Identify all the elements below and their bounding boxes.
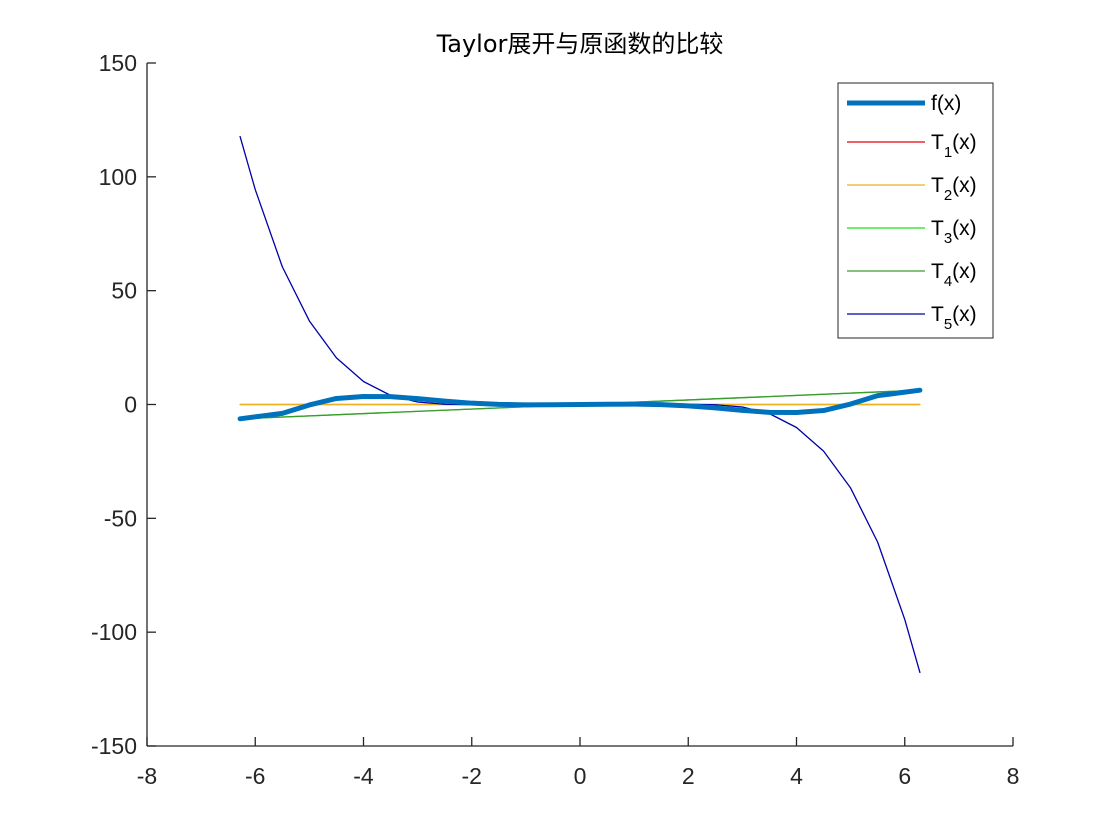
x-tick-label: -6: [245, 763, 265, 789]
y-tick-label: 100: [99, 164, 137, 190]
y-tick-label: 50: [111, 278, 137, 304]
x-tick-label: 2: [682, 763, 695, 789]
legend-label-0: f(x): [931, 92, 961, 115]
series-line-0: [237, 387, 923, 422]
legend: f(x) T1(x) T2(x) T3(x) T4(x) T5(x): [837, 82, 994, 339]
legend-label-1: T1(x): [931, 131, 977, 161]
y-tick-label: -150: [91, 733, 137, 759]
x-tick-label: -8: [137, 763, 157, 789]
axes: -8 -6 -4 -2 0 2 4 6 8 150 100 50 0 -50 -100 -150: [91, 50, 1019, 789]
y-tick-label: -50: [104, 505, 137, 531]
chart-title: Taylor展开与原函数的比较: [436, 30, 724, 58]
y-tick-label: 150: [99, 50, 137, 76]
x-tick-label: 8: [1007, 763, 1020, 789]
x-tick-label: -2: [462, 763, 482, 789]
x-tick-label: 0: [574, 763, 587, 789]
legend-label-3: T3(x): [931, 217, 977, 247]
x-tick-label: 4: [790, 763, 803, 789]
legend-label-4: T4(x): [931, 260, 977, 290]
legend-label-5: T5(x): [931, 303, 977, 333]
x-tick-label: 6: [898, 763, 911, 789]
plot-lines: [237, 135, 923, 674]
legend-label-2: T2(x): [931, 174, 977, 204]
y-tick-label: -100: [91, 619, 137, 645]
legend-box: [837, 82, 994, 339]
y-tick-label: 0: [124, 392, 137, 418]
x-tick-label: -4: [353, 763, 374, 789]
